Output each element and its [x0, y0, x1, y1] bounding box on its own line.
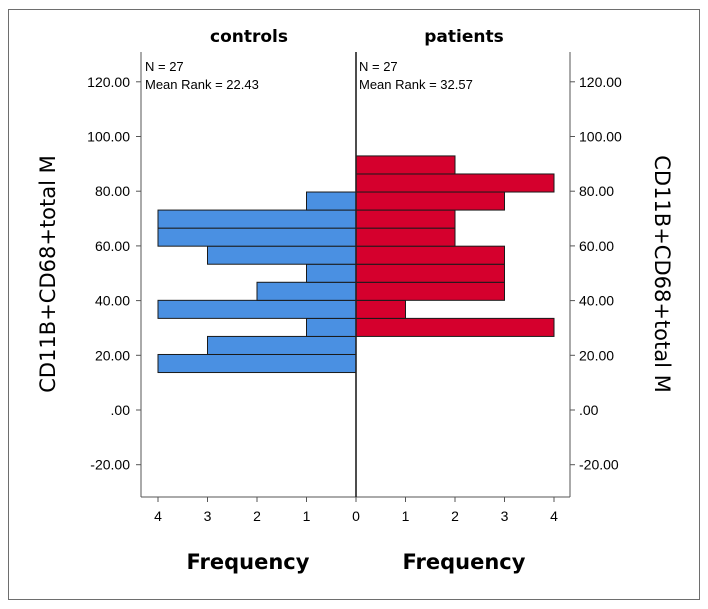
x-tick-label: 3 [501, 508, 509, 524]
patients-bar-9 [355, 155, 456, 175]
patients-bar-5 [355, 227, 456, 247]
y-tick-label-right: 40.00 [579, 293, 614, 309]
x-tick-label: 2 [253, 508, 261, 524]
y-tick-label-left: 120.00 [87, 74, 130, 90]
controls-bar-6 [207, 245, 357, 265]
patients-bar-7 [355, 191, 505, 211]
y-tick-label-right: 60.00 [579, 238, 614, 254]
y-axis-title-right: CD11B+CD68+total M [650, 155, 674, 393]
y-tick-label-right: -20.00 [579, 457, 619, 473]
x-tick-label: 2 [451, 508, 459, 524]
controls-bar-3 [157, 299, 357, 319]
y-tick-label-right: .00 [579, 402, 599, 418]
x-tick-label: 4 [550, 508, 558, 524]
x-tick-label: 1 [402, 508, 410, 524]
patients-bar-1 [355, 299, 406, 319]
controls-bar-2 [306, 317, 357, 337]
y-tick-label-left: 40.00 [95, 293, 130, 309]
y-tick-label-left: 60.00 [95, 238, 130, 254]
x-axis-title-left: Frequency [187, 550, 310, 574]
patients-bar-6 [355, 209, 456, 229]
controls-bar-9 [306, 191, 357, 211]
y-tick-label-left: .00 [111, 402, 131, 418]
controls-bar-8 [157, 209, 357, 229]
controls-bar-1 [207, 335, 357, 355]
y-tick-label-left: 100.00 [87, 129, 130, 145]
group-title-controls: controls [210, 27, 288, 47]
patients-mean-rank-label: Mean Rank = 32.57 [359, 77, 473, 92]
x-axis-title-right: Frequency [403, 550, 526, 574]
patients-bar-4 [355, 245, 505, 265]
y-tick-label-right: 80.00 [579, 183, 614, 199]
controls-bar-0 [157, 353, 357, 374]
y-tick-label-right: 20.00 [579, 347, 614, 363]
y-ticks-left: -20.00 .00 20.00 40.00 60.00 80.00 100.00 120.0… [87, 74, 141, 473]
y-tick-label-right: 120.00 [579, 74, 622, 90]
group-title-patients: patients [424, 27, 503, 47]
bars-layer [157, 155, 555, 374]
controls-bar-4 [256, 281, 357, 301]
controls-n-label: N = 27 [145, 59, 184, 74]
y-tick-label-left: 20.00 [95, 347, 130, 363]
controls-bar-7 [157, 227, 357, 247]
y-ticks-right: -20.00 .00 20.00 40.00 60.00 80.00 100.00 120.0… [570, 74, 622, 473]
x-tick-label: 0 [352, 508, 360, 524]
patients-bar-2 [355, 281, 505, 301]
patients-bar-3 [355, 263, 505, 283]
x-ticks: 4 3 2 1 0 1 2 3 4 [154, 497, 558, 524]
x-tick-label: 4 [154, 508, 162, 524]
y-axis-title-left: CD11B+CD68+total M [36, 155, 60, 393]
y-tick-label-right: 100.00 [579, 129, 622, 145]
x-tick-label: 3 [204, 508, 212, 524]
controls-bar-5 [306, 263, 357, 283]
y-tick-label-left: 80.00 [95, 183, 130, 199]
patients-n-label: N = 27 [359, 59, 398, 74]
patients-bar-8 [355, 173, 555, 193]
x-tick-label: 1 [303, 508, 311, 524]
y-tick-label-left: -20.00 [90, 457, 130, 473]
patients-bar-0 [355, 317, 555, 337]
controls-mean-rank-label: Mean Rank = 22.43 [145, 77, 259, 92]
